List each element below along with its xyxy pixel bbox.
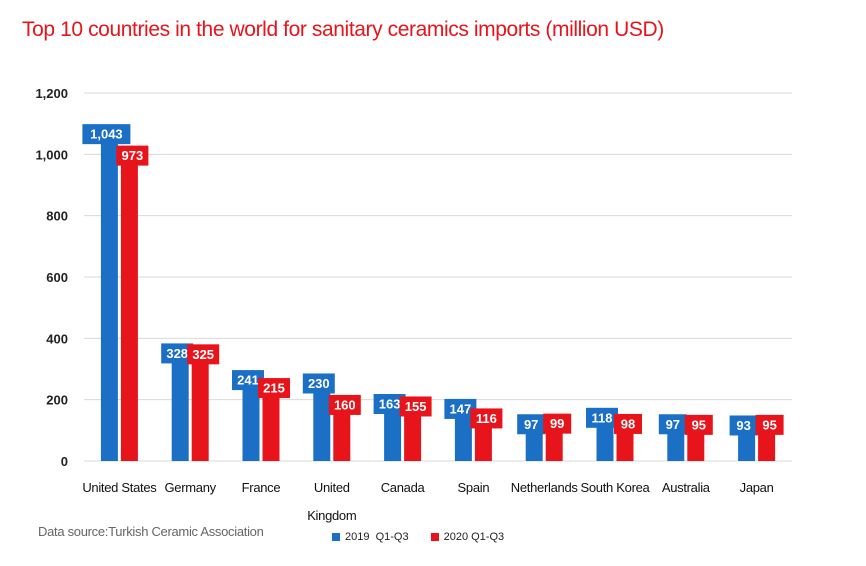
bar-2020 [616, 430, 634, 461]
data-label-box [543, 413, 572, 434]
bar-2020 [333, 411, 351, 461]
x-tick-label: Kingdom [307, 508, 356, 523]
data-label-box [232, 370, 264, 391]
x-tick-label: Netherlands [511, 480, 579, 495]
x-tick-label: United States [82, 480, 157, 495]
data-label: 93 [736, 418, 750, 433]
y-tick-label: 0 [61, 454, 68, 469]
data-label-box [399, 396, 432, 417]
bar-2020 [545, 430, 563, 461]
data-label: 95 [762, 417, 776, 432]
x-tick-label: France [242, 480, 281, 495]
data-label-box [161, 343, 194, 364]
data-label: 155 [405, 399, 427, 414]
y-tick-label: 1,200 [35, 86, 68, 101]
x-tick-label: Germany [165, 480, 217, 495]
bar-2020 [262, 395, 280, 461]
data-label: 230 [308, 376, 330, 391]
data-label-box [614, 413, 642, 434]
x-tick-label: South Korea [581, 480, 651, 495]
bar-2019 [313, 390, 331, 461]
legend-item-2019: 2019 Q1-Q3 [332, 531, 409, 543]
data-label: 1,043 [90, 127, 123, 142]
bar-2019 [596, 424, 614, 461]
data-label: 328 [166, 346, 188, 361]
data-label-box [328, 394, 361, 415]
x-tick-label: Canada [381, 480, 426, 495]
data-label: 163 [379, 397, 401, 412]
bar-2019 [242, 387, 260, 461]
bar-2019 [525, 431, 543, 461]
data-label: 215 [263, 381, 285, 396]
data-label-box [517, 414, 546, 435]
data-label: 116 [476, 411, 497, 426]
y-tick-label: 800 [46, 209, 68, 224]
data-label-box [658, 414, 687, 435]
y-tick-label: 1,000 [35, 147, 68, 162]
x-axis-labels: United States Germany France United Kingdom C… [82, 480, 774, 523]
data-label: 98 [621, 416, 635, 431]
chart-title: Top 10 countries in the world for sanita… [22, 18, 664, 41]
x-tick-label: Spain [458, 480, 490, 495]
data-label: 147 [450, 401, 472, 416]
x-tick-label: United [314, 480, 350, 495]
data-label-box [258, 378, 290, 399]
data-label: 160 [334, 397, 356, 412]
gridlines [84, 92, 792, 462]
data-label: 241 [237, 373, 259, 388]
data-label-box [82, 124, 131, 145]
data-label-box [444, 398, 477, 419]
legend-swatch-2020 [430, 533, 439, 541]
y-axis-ticks: 0 200 400 600 800 1,000 1,200 [35, 86, 68, 469]
data-label: 118 [592, 410, 613, 425]
bar-2019 [100, 141, 118, 461]
bar-2019 [738, 432, 756, 461]
bar-2020 [120, 162, 138, 461]
x-tick-label: Japan [740, 480, 774, 495]
y-tick-label: 400 [46, 331, 68, 346]
legend-item-2020: 2020 Q1-Q3 [430, 531, 505, 543]
bar-2019 [171, 360, 189, 461]
bar-2019 [384, 411, 402, 461]
data-label: 325 [192, 347, 214, 362]
data-source: Data source:Turkish Ceramic Association [38, 524, 264, 539]
y-tick-label: 200 [46, 393, 68, 408]
data-labels: 1,043 973 328 325 241 215 230 160 163 155 147 116 97… [82, 124, 784, 436]
data-label: 97 [524, 417, 538, 432]
x-tick-label: Australia [662, 480, 711, 495]
bar-2020 [758, 431, 776, 461]
bar-2020 [404, 413, 422, 461]
legend: 2019 Q1-Q3 2020 Q1-Q3 [332, 531, 526, 543]
bars [100, 141, 776, 461]
data-label: 97 [666, 417, 680, 432]
bar-2020 [687, 431, 705, 461]
data-label-box [684, 414, 713, 435]
data-label-box [470, 408, 503, 429]
data-label-box [729, 415, 758, 436]
legend-swatch-2019 [332, 533, 340, 541]
data-label-box [586, 407, 618, 428]
data-label-box [755, 414, 784, 435]
bar-2019 [667, 431, 685, 461]
data-label: 973 [122, 148, 144, 163]
data-label: 99 [550, 416, 564, 431]
data-label-box [187, 344, 220, 365]
data-label-box [373, 394, 406, 415]
bar-2019 [454, 415, 472, 461]
y-tick-label: 600 [46, 270, 68, 285]
bar-2020 [474, 425, 492, 461]
legend-label-2019: 2019 Q1-Q3 [345, 531, 409, 543]
bar-2020 [191, 361, 209, 461]
data-label-box [116, 145, 149, 166]
data-label: 95 [692, 417, 706, 432]
data-label-box [302, 373, 335, 394]
legend-label-2020: 2020 Q1-Q3 [443, 531, 505, 543]
